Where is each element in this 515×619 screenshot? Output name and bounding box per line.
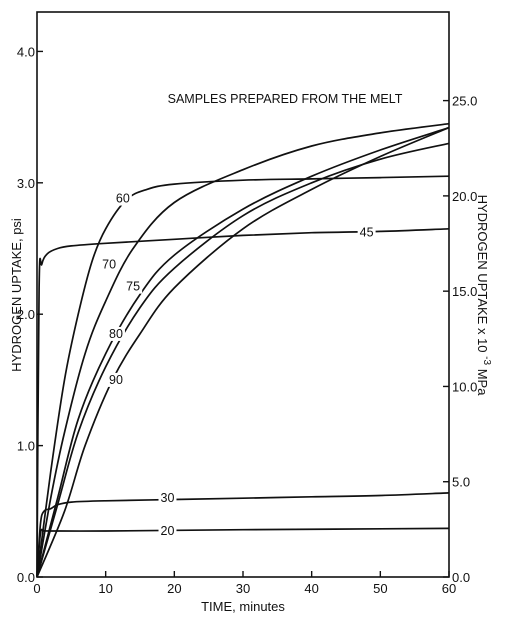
x-tick-label-0: 0 [33,581,40,596]
x-tick-label-50: 50 [373,581,387,596]
y-axis-title-right-exponent: -3 [481,356,492,365]
series-label-80: 80 [109,327,123,341]
series-label-90: 90 [109,373,123,387]
series-line-70 [36,122,450,578]
svg-text:HYDROGEN UPTAKE x 10 -3: HYDROGEN UPTAKE x 10 -3 MPa [475,195,496,397]
y-axis-title-right-unit: MPa [475,369,490,397]
series-label-45: 45 [360,226,374,240]
x-tick-label-30: 30 [236,581,250,596]
y-tick-label-right-10.0: 10.0 [452,379,477,394]
series-label-bg-75 [124,279,143,294]
y-tick-label-right-5.0: 5.0 [452,475,470,490]
series-label-bg-20 [158,524,177,539]
series-line-30 [36,492,450,578]
y-axis-title-right-text: HYDROGEN UPTAKE x 10 [475,195,490,353]
y-axis-title-right: HYDROGEN UPTAKE x 10 -3 MPa [475,195,496,397]
series-line-60 [36,175,450,578]
series-label-60: 60 [116,192,130,206]
series-labels: 20 30 45 60 70 75 80 90 [100,191,376,539]
y-tick-label-left-1.0: 1.0 [17,439,35,454]
y-tick-label-right-25.0: 25.0 [452,94,477,109]
x-tick-label-20: 20 [167,581,181,596]
series-label-bg-80 [107,326,125,341]
series-label-bg-45 [357,225,376,240]
series-label-20: 20 [161,524,175,538]
y-tick-label-left-4.0: 4.0 [17,44,35,59]
y-tick-label-left-3.0: 3.0 [17,176,35,191]
y-tick-label-right-20.0: 20.0 [452,189,477,204]
x-tick-label-60: 60 [442,581,456,596]
y-tick-label-left-0.0: 0.0 [17,570,35,585]
series-line-20 [36,527,450,578]
x-axis-title: TIME, minutes [201,599,285,614]
series-line-75 [36,126,450,578]
data-series [36,122,450,578]
y-axis-title-left: HYDROGEN UPTAKE, psi [9,218,24,372]
series-line-45 [36,227,450,578]
series-label-bg-30 [158,491,177,506]
series-line-90 [36,126,450,578]
y-tick-label-right-0.0: 0.0 [452,570,470,585]
y-tick-label-left-2.0: 2.0 [17,307,35,322]
series-label-75: 75 [126,280,140,294]
tick-marks [36,50,450,578]
tick-labels: 0 10 20 30 40 50 600.01.02.03.04.00.05.010.015… [17,44,477,596]
x-tick-label-10: 10 [98,581,112,596]
x-tick-label-40: 40 [304,581,318,596]
y-tick-label-right-15.0: 15.0 [452,284,477,299]
series-label-70: 70 [102,257,116,271]
chart-annotation: SAMPLES PREPARED FROM THE MELT [168,92,403,106]
series-label-30: 30 [161,491,175,505]
series-label-bg-70 [100,257,119,272]
series-label-bg-90 [107,372,125,387]
series-line-80 [36,142,450,578]
series-label-bg-60 [113,191,132,206]
